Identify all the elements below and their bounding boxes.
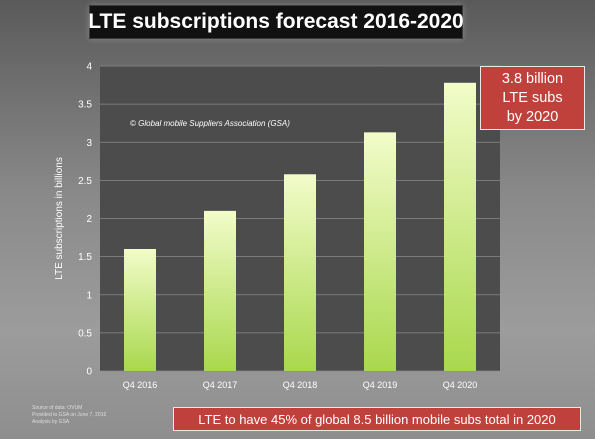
forecast-callout: 3.8 billion LTE subs by 2020 — [480, 66, 585, 130]
y-tick-label: 4 — [86, 62, 92, 73]
copyright-note: © Global mobile Suppliers Association (G… — [130, 119, 290, 128]
bar — [284, 174, 316, 371]
bar — [124, 249, 156, 371]
y-tick-label: 1 — [86, 290, 92, 301]
source-note: Analysis by GSA — [32, 419, 70, 425]
callout-line-1: 3.8 billion — [501, 70, 564, 87]
callout-line-2: LTE subs — [502, 89, 563, 106]
source-note: Source of data: OVUM — [32, 405, 83, 411]
x-tick-label: Q4 2016 — [123, 380, 158, 390]
x-axis-ticks: Q4 2016 Q4 2017 Q4 2018 Q4 2019 Q4 2020 — [123, 380, 478, 390]
x-tick-label: Q4 2020 — [443, 380, 478, 390]
y-tick-label: 3.5 — [78, 100, 92, 111]
y-axis-label: LTE subscriptions in billions — [54, 157, 65, 280]
y-tick-label: 3 — [86, 138, 92, 149]
y-tick-label: 1.5 — [78, 252, 92, 263]
bar — [364, 132, 396, 371]
x-tick-label: Q4 2017 — [203, 380, 238, 390]
summary-banner: LTE to have 45% of global 8.5 billion mo… — [173, 407, 581, 431]
y-tick-label: 0.5 — [78, 328, 92, 339]
x-tick-label: Q4 2018 — [283, 380, 318, 390]
bar — [444, 82, 476, 372]
bar — [204, 210, 236, 371]
y-tick-label: 2.5 — [78, 176, 92, 187]
chart-title: LTE subscriptions forecast 2016-2020 — [88, 5, 464, 39]
y-axis-ticks: 0 0.5 1 1.5 2 2.5 3 3.5 4 — [78, 62, 92, 378]
source-note: Provided to GSA on June 7, 2016 — [32, 412, 107, 418]
bars — [124, 82, 476, 372]
y-tick-label: 0 — [86, 367, 92, 378]
callout-line-3: by 2020 — [506, 108, 559, 125]
source-notes: Source of data: OVUM Provided to GSA on … — [32, 405, 162, 426]
y-tick-label: 2 — [86, 214, 92, 225]
x-tick-label: Q4 2019 — [363, 380, 398, 390]
